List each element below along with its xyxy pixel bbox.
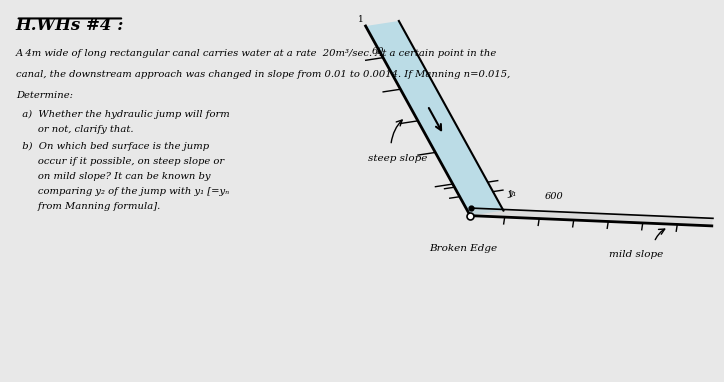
Text: comparing y₂ of the jump with y₁ [=yₙ: comparing y₂ of the jump with y₁ [=yₙ xyxy=(16,187,229,196)
Text: b)  On which bed surface is the jump: b) On which bed surface is the jump xyxy=(16,142,209,151)
Text: Determine:: Determine: xyxy=(16,91,73,99)
Text: 60: 60 xyxy=(371,47,384,56)
Text: y₁: y₁ xyxy=(507,189,516,198)
Text: on mild slope? It can be known by: on mild slope? It can be known by xyxy=(16,172,210,181)
Text: occur if it possible, on steep slope or: occur if it possible, on steep slope or xyxy=(16,157,224,166)
Text: from Manning formula].: from Manning formula]. xyxy=(16,202,160,211)
Text: 1: 1 xyxy=(508,189,514,199)
Text: H.WHs #4 :: H.WHs #4 : xyxy=(16,16,125,34)
Text: 600: 600 xyxy=(545,192,564,201)
Text: Broken Edge: Broken Edge xyxy=(429,244,497,253)
Text: A 4m wide of long rectangular canal carries water at a rate  20m³/sec. At a cert: A 4m wide of long rectangular canal carr… xyxy=(16,49,497,58)
Text: or not, clarify that.: or not, clarify that. xyxy=(16,125,133,134)
Polygon shape xyxy=(366,21,503,216)
Text: canal, the downstream approach was changed in slope from 0.01 to 0.0014. If Mann: canal, the downstream approach was chang… xyxy=(16,70,510,79)
Text: a)  Whether the hydraulic jump will form: a) Whether the hydraulic jump will form xyxy=(16,110,230,118)
Text: 1: 1 xyxy=(358,15,363,24)
Polygon shape xyxy=(470,208,713,226)
Text: mild slope: mild slope xyxy=(609,250,663,259)
Text: steep slope: steep slope xyxy=(368,154,427,163)
